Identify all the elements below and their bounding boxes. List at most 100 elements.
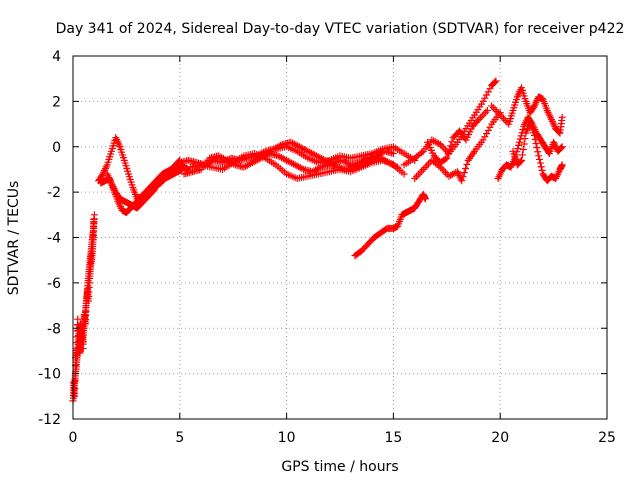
y-tick-label: -8 — [47, 321, 61, 337]
data-point — [532, 140, 540, 148]
data-point — [414, 171, 422, 179]
data-point — [412, 173, 420, 181]
x-axis-label: GPS time / hours — [281, 459, 398, 475]
data-point — [480, 110, 488, 118]
series-mid-4 — [272, 143, 419, 167]
data-point — [80, 331, 88, 339]
data-point — [71, 392, 79, 400]
y-axis-ticks: -12 -10 -8 -6 -4 -2 0 2 4 — [38, 49, 607, 428]
data-point — [421, 195, 429, 203]
data-point — [484, 88, 492, 96]
data-point — [500, 115, 508, 123]
data-point — [483, 130, 491, 138]
data-point — [438, 165, 446, 173]
data-point — [90, 211, 98, 219]
y-tick-label: -2 — [47, 185, 61, 201]
data-point — [518, 156, 526, 164]
data-point — [443, 154, 451, 162]
data-point — [481, 133, 489, 141]
data-point — [80, 324, 88, 332]
data-point — [519, 145, 527, 153]
data-point — [536, 159, 544, 167]
y-tick-label: -6 — [47, 276, 61, 292]
data-point — [479, 97, 487, 105]
y-axis-label: SDTVAR / TECUs — [6, 181, 22, 296]
data-point — [458, 177, 466, 185]
series-end-1 — [488, 84, 566, 137]
series-early-1 — [95, 134, 184, 203]
data-point — [445, 146, 453, 154]
data-point — [489, 104, 497, 112]
data-point — [558, 161, 566, 169]
data-point — [530, 103, 538, 111]
y-tick-label: -12 — [38, 412, 61, 428]
series-lower-arc — [351, 190, 429, 260]
data-point — [492, 77, 500, 85]
data-point — [491, 106, 499, 114]
data-point — [474, 117, 482, 125]
data-point — [440, 144, 448, 152]
data-point — [558, 143, 566, 151]
data-point — [389, 150, 397, 158]
data-point — [400, 170, 408, 178]
data-point — [462, 165, 470, 173]
data-point — [488, 102, 496, 110]
data-point — [478, 112, 486, 120]
data-point — [463, 160, 471, 168]
y-tick-label: -10 — [38, 367, 61, 383]
x-tick-label: 20 — [491, 430, 509, 446]
data-point — [421, 164, 429, 172]
data-point — [494, 109, 502, 117]
data-point — [411, 175, 419, 183]
series-late-1 — [400, 77, 500, 169]
x-tick-label: 10 — [278, 430, 296, 446]
data-point — [536, 155, 544, 163]
data-point — [79, 338, 87, 346]
y-tick-label: -4 — [47, 231, 61, 247]
data-point — [418, 149, 426, 157]
data-point — [416, 169, 424, 177]
data-point — [419, 165, 427, 173]
series-late-3 — [424, 106, 491, 167]
data-point — [486, 123, 494, 131]
x-tick-label: 5 — [175, 430, 184, 446]
data-point — [557, 144, 565, 152]
data-point — [481, 94, 489, 102]
data-point — [519, 126, 527, 134]
y-tick-label: 2 — [52, 94, 61, 110]
series-mid-3 — [186, 150, 408, 183]
data-point — [534, 148, 542, 156]
data-point — [514, 145, 522, 153]
data-point — [501, 116, 509, 124]
data-point — [518, 151, 526, 159]
data-point — [531, 135, 539, 143]
data-point — [515, 141, 523, 149]
x-tick-label: 15 — [384, 430, 402, 446]
data-point — [521, 135, 529, 143]
data-point — [517, 157, 525, 165]
data-point — [482, 108, 490, 116]
data-point — [298, 165, 306, 173]
data-point — [442, 155, 450, 163]
data-point — [460, 169, 468, 177]
data-point — [493, 107, 501, 115]
series-end-3 — [509, 118, 566, 185]
data-point — [486, 85, 494, 93]
data-point — [538, 166, 546, 174]
x-axis-ticks: 0 5 10 15 20 25 — [69, 56, 616, 446]
data-point — [537, 163, 545, 171]
data-point — [533, 144, 541, 152]
y-tick-label: 0 — [52, 140, 61, 156]
data-point — [498, 113, 506, 121]
data-point — [423, 162, 431, 170]
data-point — [459, 173, 467, 181]
x-tick-label: 25 — [598, 430, 616, 446]
y-tick-label: 4 — [52, 49, 61, 65]
data-point — [558, 113, 566, 121]
data-point — [535, 152, 543, 160]
data-point — [515, 138, 523, 146]
data-point — [98, 171, 106, 179]
data-point — [440, 167, 448, 175]
data-point — [530, 131, 538, 139]
